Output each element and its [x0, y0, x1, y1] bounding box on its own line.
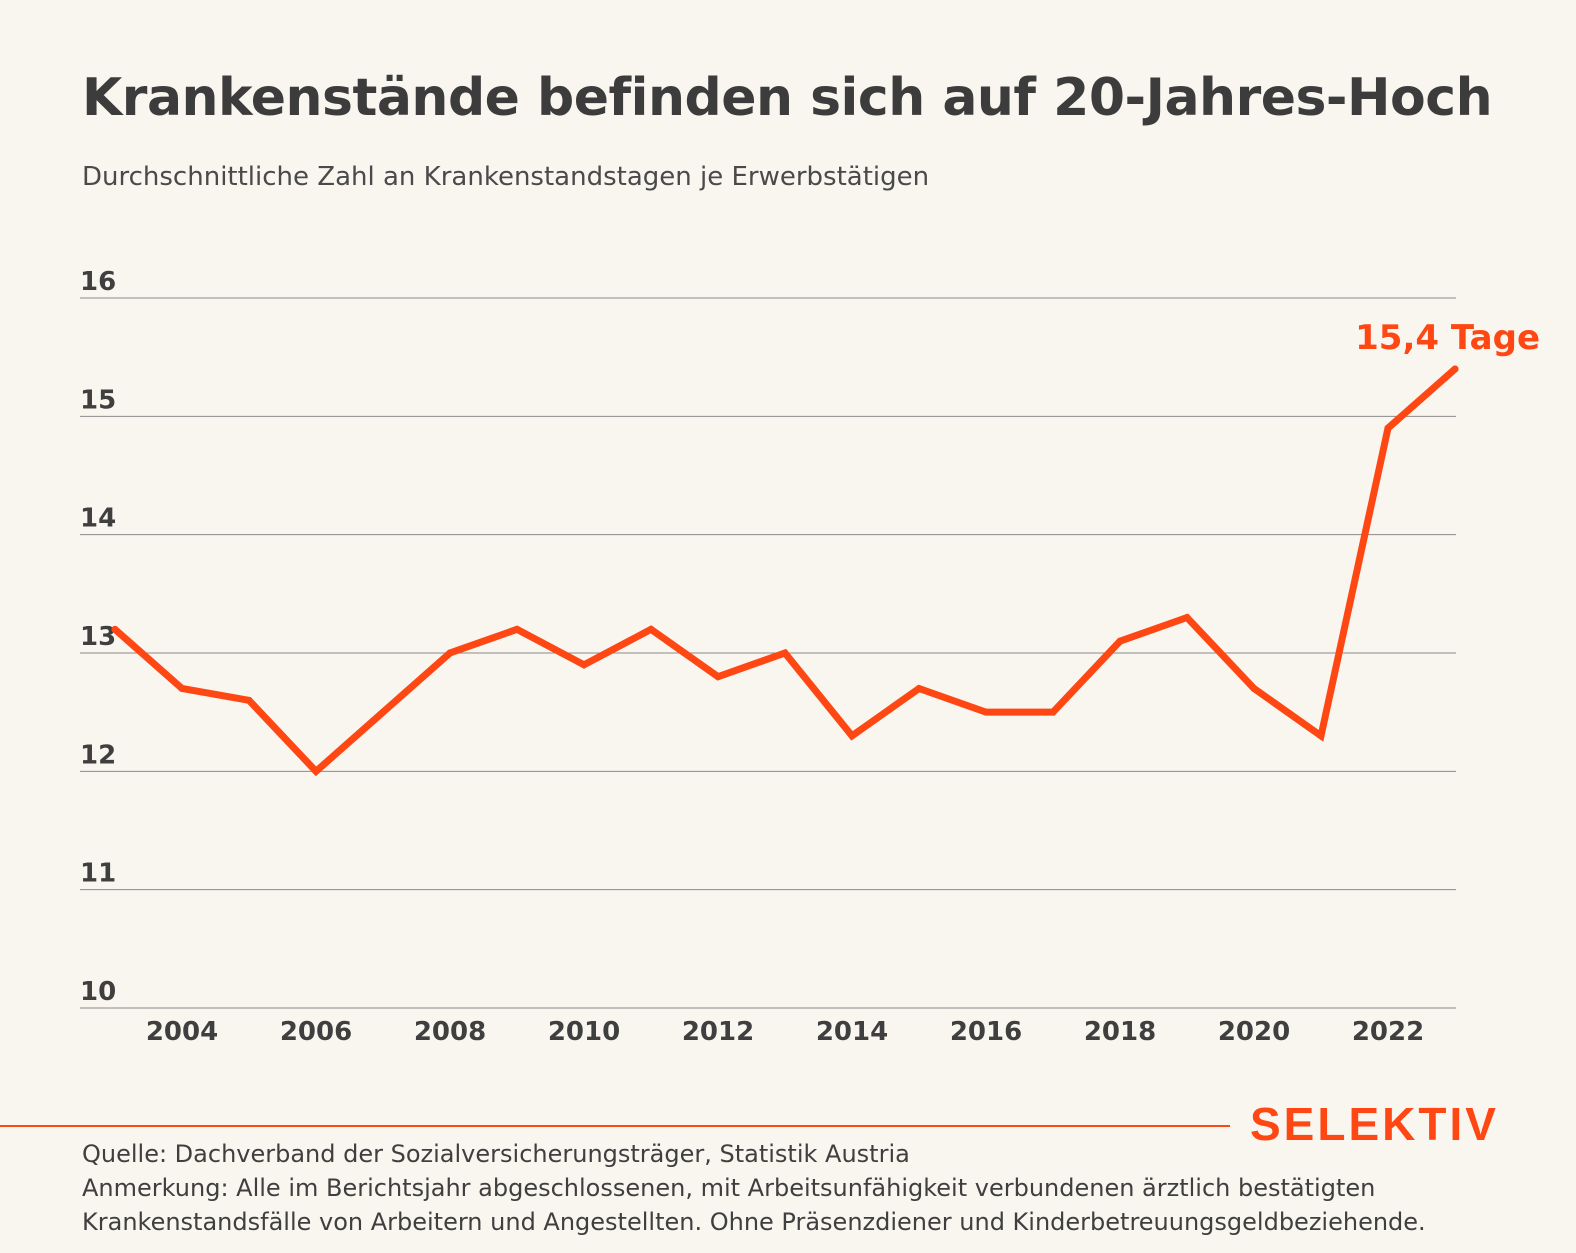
- data-point: [714, 673, 722, 681]
- y-tick-label: 10: [80, 977, 116, 1007]
- x-tick-label: 2020: [1218, 1017, 1290, 1047]
- series-line: [111, 365, 1459, 777]
- data-point: [1049, 708, 1057, 716]
- y-tick-label: 12: [80, 740, 116, 770]
- annotation-note: Anmerkung: Alle im Berichtsjahr abgeschl…: [82, 1174, 1426, 1236]
- x-tick-label: 2016: [950, 1017, 1022, 1047]
- data-point: [915, 685, 923, 692]
- data-point: [580, 661, 588, 669]
- data-point: [245, 696, 253, 704]
- y-tick-label: 11: [80, 859, 116, 889]
- data-point: [312, 767, 320, 775]
- line-chart: 10 11 12 13 14 15 16 2004 2006 2008 2010 2012 2014 20…: [80, 267, 1540, 1047]
- y-tick-label: 15: [80, 385, 116, 415]
- source-note: Quelle: Dachverband der Sozialversicheru…: [82, 1140, 910, 1168]
- chart-subtitle: Durchschnittliche Zahl an Krankenstandst…: [82, 162, 930, 192]
- x-tick-label: 2012: [682, 1017, 754, 1047]
- data-point: [379, 708, 387, 716]
- data-point: [982, 708, 990, 716]
- data-point: [446, 649, 454, 657]
- y-tick-label: 14: [80, 504, 116, 534]
- data-point: [1250, 685, 1258, 692]
- y-tick-label: 13: [80, 622, 116, 652]
- data-point: [1317, 732, 1325, 740]
- footer-divider: [0, 1125, 1230, 1127]
- data-point: [178, 685, 186, 692]
- x-tick-label: 2006: [280, 1017, 352, 1047]
- x-tick-label: 2008: [414, 1017, 486, 1047]
- x-tick-label: 2010: [548, 1017, 620, 1047]
- data-point: [1116, 637, 1124, 645]
- x-tick-label: 2018: [1084, 1017, 1156, 1047]
- x-tick-label: 2022: [1352, 1017, 1424, 1047]
- chart-title: Krankenstände befinden sich auf 20-Jahre…: [82, 68, 1493, 128]
- brand-logo: SELEKTIV: [1250, 1098, 1499, 1150]
- data-point: [781, 649, 789, 657]
- x-tick-label: 2004: [146, 1017, 218, 1047]
- end-value-label: 15,4 Tage: [1355, 318, 1540, 358]
- y-tick-label: 16: [80, 267, 116, 297]
- data-point: [1183, 614, 1191, 621]
- x-tick-label: 2014: [816, 1017, 888, 1047]
- data-point: [647, 625, 655, 633]
- data-point: [111, 625, 119, 633]
- data-point: [1384, 424, 1392, 432]
- data-point: [513, 625, 521, 633]
- data-point: [848, 732, 856, 740]
- data-point: [1451, 365, 1459, 373]
